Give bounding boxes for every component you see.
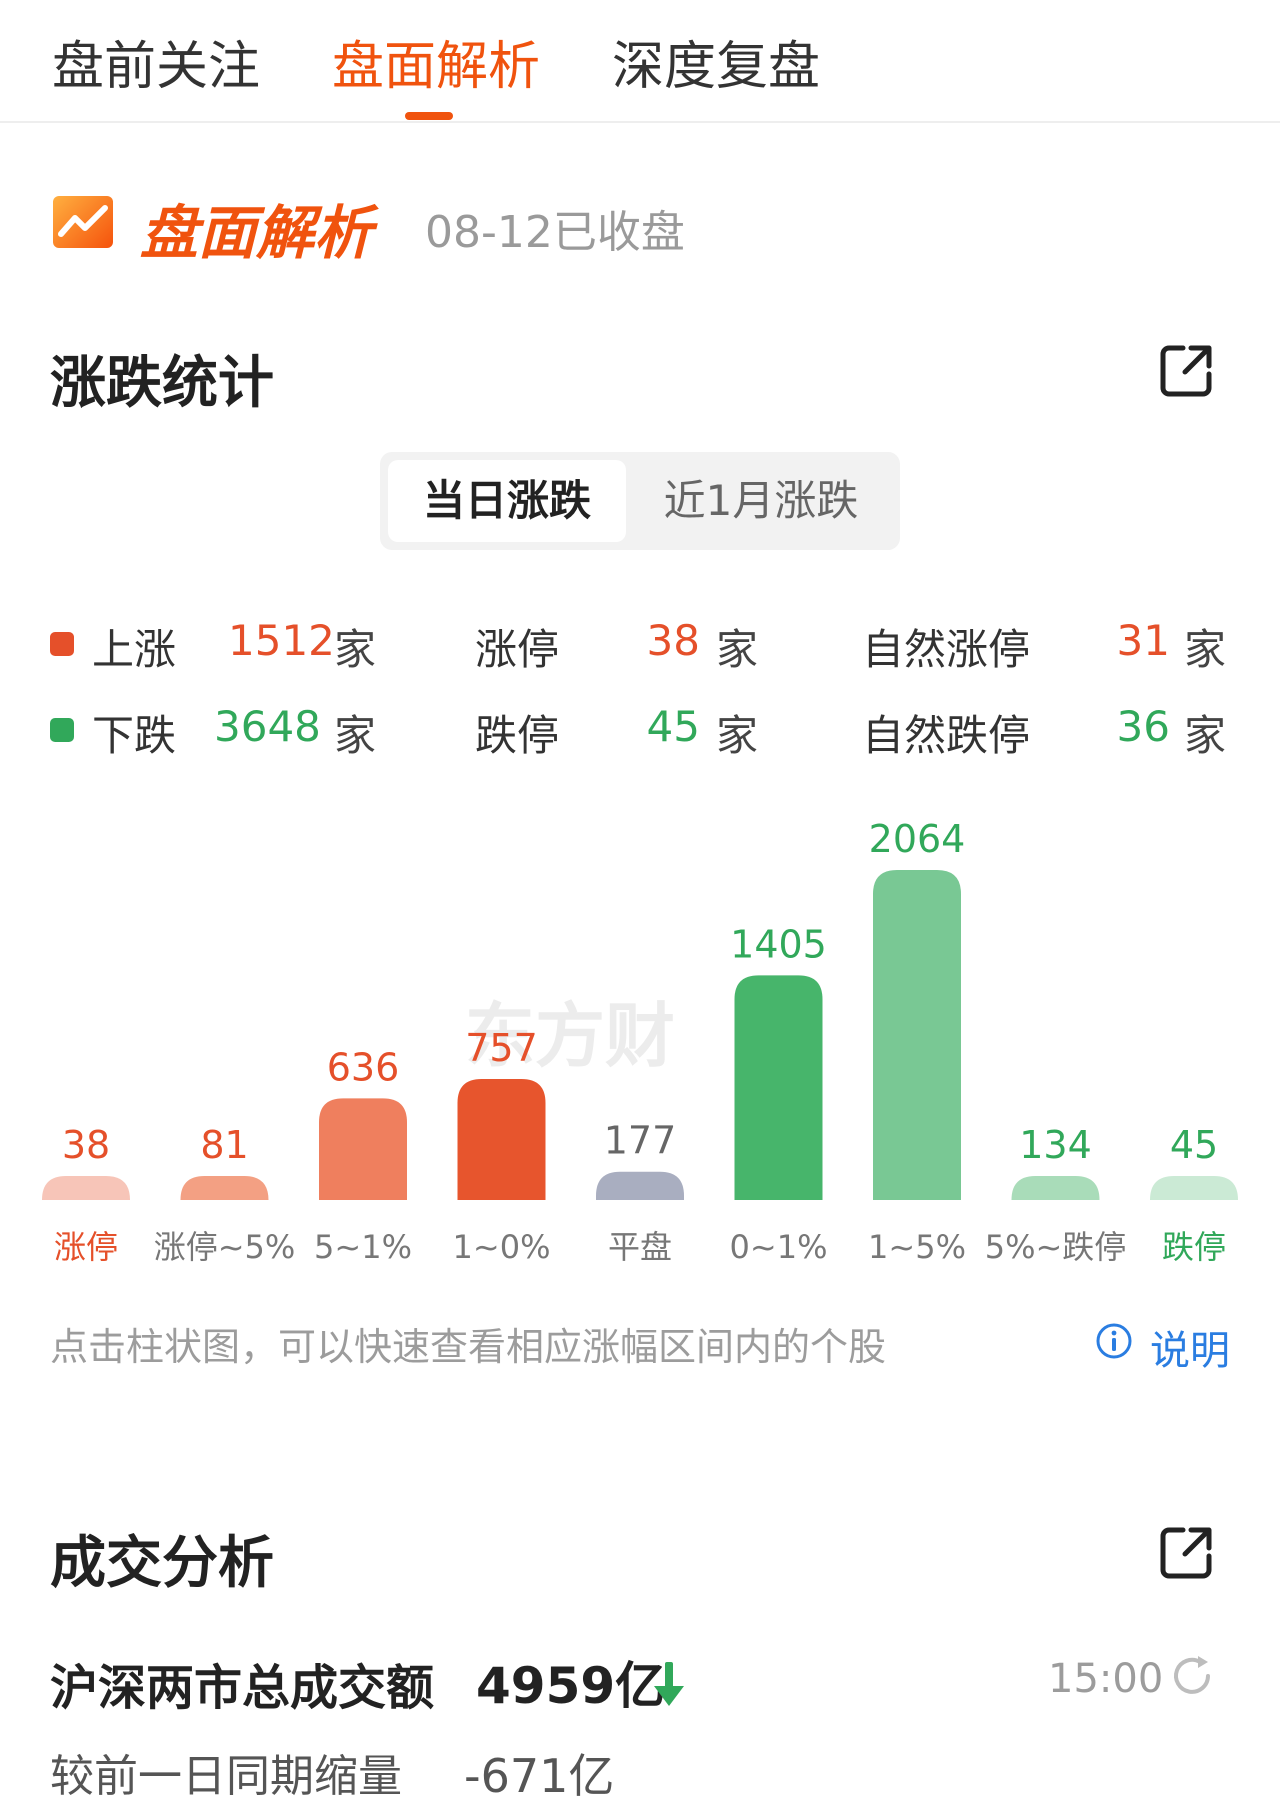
total-volume-value: 4959亿 bbox=[476, 1657, 666, 1715]
natural-limit-up-count: 31 bbox=[1116, 616, 1170, 665]
limit-down-count: 45 bbox=[646, 702, 700, 751]
rise-fall-title: 涨跌统计 bbox=[50, 351, 274, 416]
open-external-icon[interactable] bbox=[1155, 1520, 1219, 1584]
bar-4[interactable] bbox=[596, 1171, 684, 1200]
limit-down-label: 跌停 bbox=[475, 711, 560, 760]
bar-value-label: 636 bbox=[327, 1045, 400, 1089]
bar-8[interactable] bbox=[1150, 1176, 1238, 1200]
bar-7[interactable] bbox=[1011, 1176, 1100, 1200]
trend-chart-icon bbox=[53, 196, 113, 248]
tab-market-analysis[interactable]: 盘面解析 bbox=[332, 37, 541, 97]
limit-up-count: 38 bbox=[646, 616, 700, 665]
category-label: 1~0% bbox=[453, 1228, 551, 1266]
open-external-icon[interactable] bbox=[1155, 338, 1219, 402]
category-label: 涨停 bbox=[54, 1228, 118, 1266]
category-label: 涨停~5% bbox=[154, 1228, 296, 1266]
bar-value-label: 757 bbox=[465, 1026, 538, 1070]
bar-value-label: 45 bbox=[1170, 1123, 1218, 1167]
brand-title: 盘面解析 bbox=[140, 199, 373, 267]
bar-value-label: 2064 bbox=[869, 817, 966, 861]
natural-limit-up-label: 自然涨停 bbox=[862, 625, 1031, 674]
active-tab-indicator bbox=[405, 112, 453, 120]
bar-2[interactable] bbox=[319, 1098, 407, 1200]
rise-fall-distribution-chart: 38 涨停 81 涨停~5% 636 5~1% 757 1~0% 177 平盘 1405 0~1% 20… bbox=[42, 817, 1238, 1266]
bar-value-label: 81 bbox=[200, 1123, 248, 1167]
watermark-text: 东方财 bbox=[465, 995, 675, 1077]
up-legend-dot bbox=[50, 632, 74, 656]
down-label: 下跌 bbox=[92, 711, 177, 760]
limit-up-label: 涨停 bbox=[475, 625, 560, 674]
natural-limit-down-unit: 家 bbox=[1184, 711, 1227, 760]
bar-1[interactable] bbox=[180, 1176, 269, 1200]
tab-deep-review[interactable]: 深度复盘 bbox=[612, 37, 821, 97]
chart-hint: 点击柱状图，可以快速查看相应涨幅区间内的个股 bbox=[50, 1325, 887, 1369]
refresh-icon[interactable] bbox=[1168, 1652, 1216, 1700]
category-label: 1~5% bbox=[868, 1228, 966, 1266]
bar-0[interactable] bbox=[42, 1176, 130, 1200]
period-segmented-control: 当日涨跌 近1月涨跌 bbox=[380, 452, 900, 550]
up-count: 1512 bbox=[228, 616, 335, 665]
total-volume-label: 沪深两市总成交额 bbox=[50, 1660, 435, 1716]
info-link[interactable]: 说明 bbox=[1150, 1328, 1230, 1374]
bar-value-label: 1405 bbox=[730, 922, 827, 966]
up-unit: 家 bbox=[334, 625, 377, 674]
update-time: 15:00 bbox=[1048, 1656, 1164, 1702]
natural-limit-down-label: 自然跌停 bbox=[862, 711, 1031, 760]
bar-3[interactable] bbox=[457, 1078, 546, 1200]
volume-compare-label: 较前一日同期缩量 bbox=[50, 1751, 402, 1802]
natural-limit-down-count: 36 bbox=[1116, 702, 1170, 751]
arrow-down-icon bbox=[654, 1662, 684, 1706]
category-label: 平盘 bbox=[608, 1228, 672, 1266]
category-label: 5%~跌停 bbox=[985, 1228, 1127, 1266]
segment-today[interactable]: 当日涨跌 bbox=[388, 460, 626, 542]
natural-limit-up-unit: 家 bbox=[1184, 625, 1227, 674]
bar-value-label: 134 bbox=[1019, 1123, 1092, 1167]
limit-down-unit: 家 bbox=[716, 711, 759, 760]
bar-value-label: 38 bbox=[62, 1123, 110, 1167]
down-unit: 家 bbox=[334, 711, 377, 760]
tab-premarket[interactable]: 盘前关注 bbox=[52, 37, 261, 97]
segment-month[interactable]: 近1月涨跌 bbox=[663, 476, 859, 525]
market-date: 08-12已收盘 bbox=[425, 207, 685, 258]
category-label: 0~1% bbox=[730, 1228, 828, 1266]
top-tab-bar: 盘前关注 盘面解析 深度复盘 bbox=[0, 0, 1280, 123]
category-label: 5~1% bbox=[314, 1228, 412, 1266]
bar-value-label: 177 bbox=[604, 1119, 677, 1163]
down-legend-dot bbox=[50, 718, 74, 742]
volume-title: 成交分析 bbox=[50, 1531, 274, 1596]
limit-up-unit: 家 bbox=[716, 625, 759, 674]
bar-5[interactable] bbox=[734, 975, 823, 1200]
category-label: 跌停 bbox=[1162, 1228, 1226, 1266]
up-label: 上涨 bbox=[92, 625, 177, 674]
bar-6[interactable] bbox=[873, 870, 961, 1200]
info-icon[interactable] bbox=[1095, 1322, 1133, 1360]
down-count: 3648 bbox=[214, 702, 321, 751]
volume-compare-value: -671亿 bbox=[464, 1749, 615, 1803]
